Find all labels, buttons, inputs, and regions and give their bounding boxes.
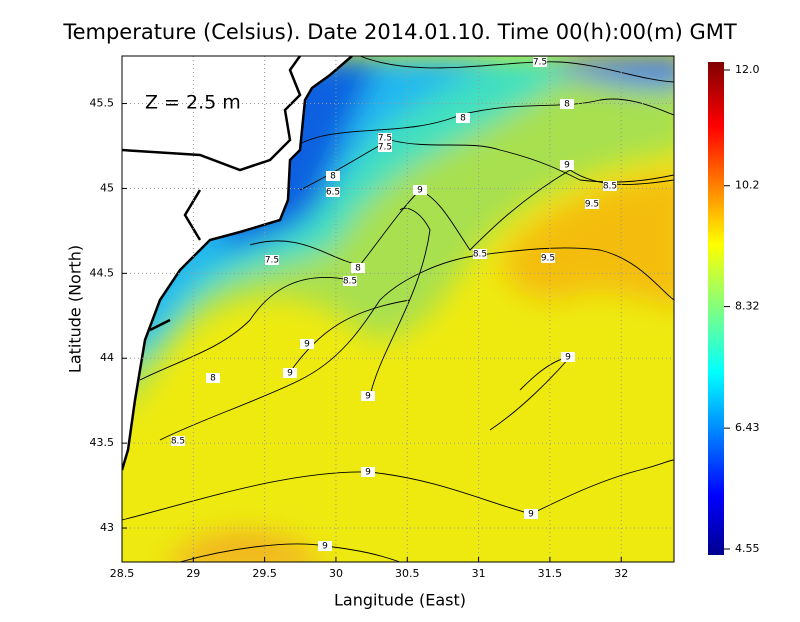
y-tick-label: 45.5 (90, 97, 115, 110)
contour-label-bg (378, 133, 392, 143)
contour-label-bg (343, 276, 357, 286)
x-tick-label: 28.5 (110, 567, 135, 580)
contour-label: 9 (564, 161, 570, 171)
x-axis-label: Langitude (East) (334, 591, 466, 610)
colorbar-tick-label: 4.55 (735, 542, 760, 555)
y-axis-label: Latitude (North) (66, 245, 85, 373)
contour-label-bg (524, 509, 538, 519)
x-tick-label: 32 (614, 567, 628, 580)
contour-label-bg (265, 255, 279, 265)
contour-label-bg (361, 467, 375, 477)
contour-label: 7.5 (265, 256, 279, 266)
contour-label-bg (361, 391, 375, 401)
contour-label: 8.5 (473, 250, 487, 260)
contour-label-bg (541, 253, 555, 263)
colorbar-tick-label: 6.43 (735, 421, 760, 434)
plot-frame (121, 55, 675, 563)
contour-label-bg (318, 541, 332, 551)
title: Temperature (Celsius). Date 2014.01.10. … (62, 20, 737, 44)
contour-label: 8 (355, 264, 361, 274)
contour-label: 9 (365, 468, 371, 478)
contour-label-bg (560, 99, 574, 109)
contour-label-bg (378, 142, 392, 152)
contour-label: 8 (460, 114, 466, 124)
contour-label: 9 (417, 186, 423, 196)
y-tick-label: 43.5 (90, 436, 115, 449)
grid (121, 56, 674, 562)
x-tick-label: 31.5 (538, 567, 563, 580)
contour-label: 6.5 (326, 188, 340, 198)
coastline (122, 56, 353, 471)
y-tick-label: 43 (100, 521, 114, 534)
contour-label: 9.5 (541, 254, 555, 264)
x-tick-label: 29.5 (252, 567, 277, 580)
x-tick-label: 31 (472, 567, 486, 580)
depth-annotation: Z = 2.5 m (145, 92, 241, 114)
contour-label: 8.5 (171, 437, 185, 447)
contour-label: 7.5 (378, 134, 392, 144)
contour-label-bg (413, 185, 427, 195)
y-tick-label: 45 (100, 181, 114, 194)
colorbar (708, 62, 724, 555)
contour-label: 9 (287, 369, 293, 379)
contour-label-bg (300, 339, 314, 349)
contour-label: 8 (330, 172, 336, 182)
contour-label: 8.5 (343, 277, 357, 287)
contour-label-bg (326, 187, 340, 197)
contour-label-bg (603, 181, 617, 191)
temperature-field (122, 56, 674, 562)
contour-label-bg (206, 373, 220, 383)
contour-label-bg (560, 160, 574, 170)
contour-label-bg (351, 263, 365, 273)
contour-label: 8.5 (603, 182, 617, 192)
contour-label: 9 (365, 392, 371, 402)
land (122, 56, 352, 470)
contour-label-bg (561, 352, 575, 362)
colorbar-tick-label: 8.32 (735, 300, 760, 313)
y-tick-label: 44.5 (90, 266, 115, 279)
contour-label-bg (585, 199, 599, 209)
contour-label: 7.5 (378, 143, 392, 153)
contour-label-bg (171, 436, 185, 446)
contour-label: 8 (564, 100, 570, 110)
contour-label-bg (283, 368, 297, 378)
contour-label: 9 (565, 353, 571, 363)
contour-label: 9 (304, 340, 310, 350)
contour-label: 9 (322, 542, 328, 552)
contour-label-bg (473, 249, 487, 259)
x-tick-label: 30.5 (395, 567, 420, 580)
colorbar-tick-label: 12.0 (735, 63, 760, 76)
contour-label-bg (456, 113, 470, 123)
contour-label: 7.5 (533, 58, 547, 68)
contour-lines (122, 56, 674, 562)
x-tick-label: 30 (329, 567, 343, 580)
colorbar-tick-label: 10.2 (735, 179, 760, 192)
contour-label-bg (533, 57, 547, 67)
contour-label-bg (326, 171, 340, 181)
y-tick-label: 44 (100, 351, 114, 364)
x-tick-label: 29 (186, 567, 200, 580)
contour-label: 9 (528, 510, 534, 520)
contour-label: 8 (210, 374, 216, 384)
contour-label: 9.5 (585, 200, 599, 210)
